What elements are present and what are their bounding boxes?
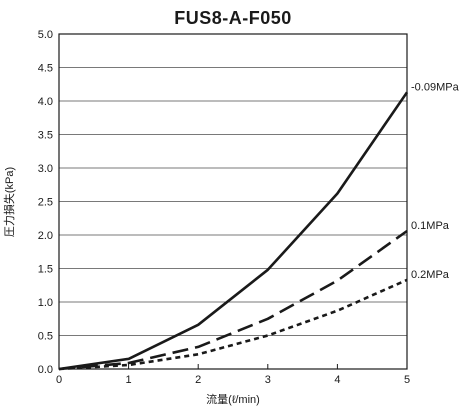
chart-title: FUS8-A-F050 (174, 8, 292, 28)
plot-border (58, 33, 408, 370)
y-tick-label-6: 3.0 (38, 163, 53, 175)
x-tick-label-5: 5 (404, 374, 410, 386)
series-line-1 (58, 229, 408, 371)
grid-lines (59, 67, 407, 336)
y-tick-label-8: 4.0 (38, 96, 53, 108)
series-line-0 (58, 91, 409, 371)
series-label-2: 0.2MPa (411, 269, 450, 281)
y-tick-label-5: 2.5 (38, 197, 53, 209)
y-axis-title: 圧力損失(kPa) (2, 167, 16, 237)
x-tick-label-0: 0 (56, 374, 62, 386)
y-tick-label-2: 1.0 (38, 297, 53, 309)
y-tick-label-0: 0.0 (38, 364, 53, 376)
x-tick-labels: 0 1 2 3 4 5 (56, 374, 410, 386)
y-tick-label-9: 4.5 (38, 63, 53, 75)
y-tick-label-7: 3.5 (38, 130, 53, 142)
x-tick-label-1: 1 (126, 374, 132, 386)
x-tick-label-2: 2 (195, 374, 201, 386)
x-axis-title: 流量(ℓ/min) (206, 392, 260, 406)
series-line-2 (58, 278, 408, 371)
y-tick-label-10: 5.0 (38, 29, 53, 41)
series-lines (58, 91, 409, 371)
plot-frame (58, 33, 408, 370)
series-labels: -0.09MPa 0.1MPa 0.2MPa (411, 81, 460, 281)
x-tick-label-3: 3 (265, 374, 271, 386)
y-tick-label-1: 0.5 (38, 331, 53, 343)
x-tick-label-4: 4 (334, 374, 340, 386)
y-tick-labels: 0.0 0.5 1.0 1.5 2.0 2.5 3.0 3.5 4.0 4.5 5.0 (38, 29, 53, 376)
series-label-1: 0.1MPa (411, 220, 450, 232)
y-tick-label-3: 1.5 (38, 264, 53, 276)
y-tick-label-4: 2.0 (38, 230, 53, 242)
series-label-0: -0.09MPa (411, 81, 460, 93)
